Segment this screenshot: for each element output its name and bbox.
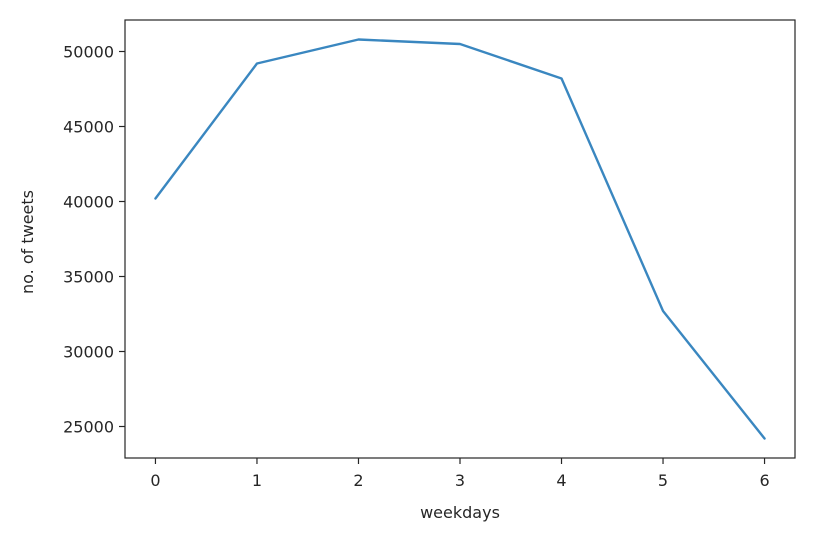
y-tick-label: 30000: [63, 343, 114, 362]
y-tick-label: 50000: [63, 43, 114, 62]
y-tick-label: 45000: [63, 118, 114, 137]
x-tick-label: 4: [556, 471, 566, 490]
y-tick-label: 25000: [63, 418, 114, 437]
y-axis: 25000 30000 35000 40000 45000 50000: [63, 43, 125, 437]
x-tick-label: 2: [353, 471, 363, 490]
y-tick-label: 40000: [63, 193, 114, 212]
plot-area: [124, 19, 796, 459]
y-axis-label: no. of tweets: [18, 190, 37, 294]
x-tick-label: 5: [658, 471, 668, 490]
x-tick-label: 6: [759, 471, 769, 490]
x-tick-label: 1: [252, 471, 262, 490]
x-tick-label: 3: [455, 471, 465, 490]
x-axis-label: weekdays: [420, 503, 500, 522]
x-tick-label: 0: [150, 471, 160, 490]
x-axis: 0 1 2 3 4 5 6: [150, 458, 770, 490]
series-line: [154, 38, 766, 440]
y-tick-label: 35000: [63, 268, 114, 287]
